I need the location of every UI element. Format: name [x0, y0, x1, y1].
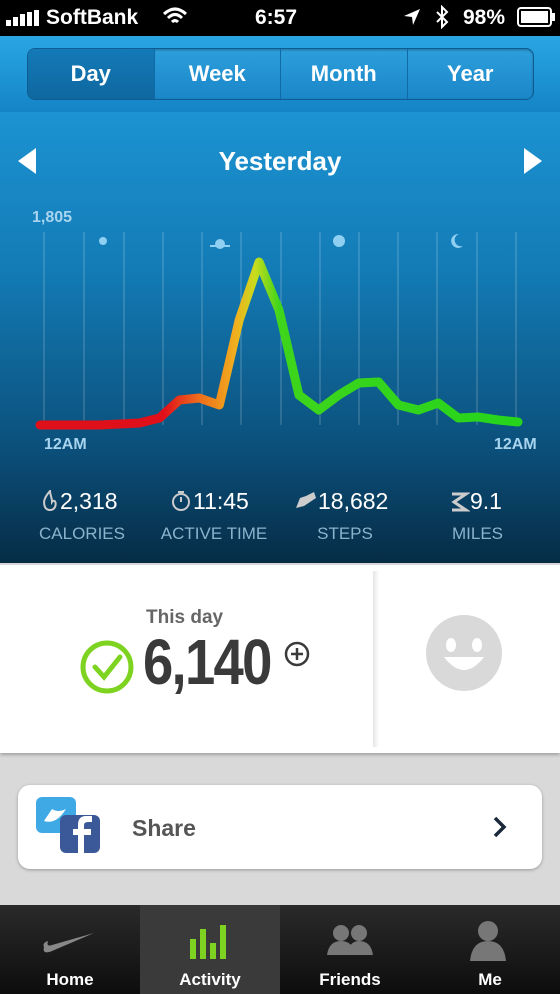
calories-label: CALORIES [39, 524, 125, 543]
steps-value: 18,682 [294, 488, 388, 515]
y-tick-label: 1,805 [32, 209, 72, 226]
active-time-value: 11:45 [171, 488, 249, 515]
next-arrow[interactable] [524, 148, 542, 174]
chart: 1,805 12AM 12AM [18, 148, 542, 453]
battery-level: 98% [463, 6, 506, 29]
plus-icon[interactable] [284, 641, 312, 669]
signal-icon [6, 10, 39, 26]
tab-label: Me [478, 970, 502, 989]
divider [373, 571, 379, 747]
steps: 18,682 [318, 488, 389, 514]
tab-day[interactable]: Day [28, 49, 154, 99]
header: Day Week Month Year [0, 36, 560, 112]
tab-bar: Home Activity Friends Me [0, 905, 560, 994]
social-icons [36, 797, 100, 853]
x-tick-label: 12AM [44, 436, 87, 453]
tab-label: Home [46, 970, 94, 989]
active-time: 11:45 [193, 488, 249, 514]
tab-label: Friends [319, 970, 381, 989]
clock: 6:57 [255, 6, 298, 29]
road-icon [451, 492, 471, 512]
stopwatch-icon [172, 491, 190, 511]
miles: 9.1 [470, 488, 502, 514]
fuel-card: This day 6,140 [0, 565, 560, 753]
tab-year[interactable]: Year [406, 49, 534, 99]
battery-icon [517, 7, 555, 27]
activity-line [35, 257, 523, 430]
period-selector: Day Week Month Year [27, 48, 534, 100]
period-title: Yesterday [218, 146, 342, 176]
tab-label: Activity [179, 970, 241, 989]
tab-month[interactable]: Month [280, 49, 407, 99]
steps-label: STEPS [317, 524, 373, 543]
smiley-icon [426, 615, 502, 691]
share-button[interactable]: Share [18, 785, 542, 869]
shoe-icon [296, 492, 316, 508]
fuel-label: This day [146, 607, 224, 628]
chevron [493, 816, 507, 838]
time-of-day-icons [99, 233, 463, 249]
status-bar: SoftBank 6:57 98% [0, 0, 560, 36]
wifi-icon [162, 7, 188, 24]
prev-arrow[interactable] [18, 148, 36, 174]
fuel-value: 6,140 [143, 626, 272, 698]
calories-value: 2,318 [40, 488, 118, 515]
tab-friends[interactable]: Friends [280, 905, 420, 994]
miles-label: MILES [451, 524, 504, 543]
tab-activity[interactable]: Activity [140, 905, 280, 994]
tab-me[interactable]: Me [420, 905, 560, 994]
tab-week[interactable]: Week [153, 49, 281, 99]
x-tick-label: 12AM [494, 436, 537, 453]
miles-value: 9.1 [448, 488, 502, 515]
me-icon [470, 921, 506, 961]
goal-check-icon [80, 640, 134, 694]
calories: 2,318 [60, 488, 118, 514]
friends-icon [327, 925, 373, 955]
bluetooth-icon [436, 5, 449, 29]
chart-panel [0, 112, 560, 563]
flame-icon [43, 488, 57, 511]
carrier: SoftBank [46, 6, 139, 29]
tab-home[interactable]: Home [0, 905, 140, 994]
activity-icon [190, 925, 226, 959]
home-icon [43, 933, 94, 953]
share-label: Share [132, 815, 196, 841]
active-time-label: ACTIVE TIME [160, 524, 268, 543]
location-icon [404, 9, 420, 25]
